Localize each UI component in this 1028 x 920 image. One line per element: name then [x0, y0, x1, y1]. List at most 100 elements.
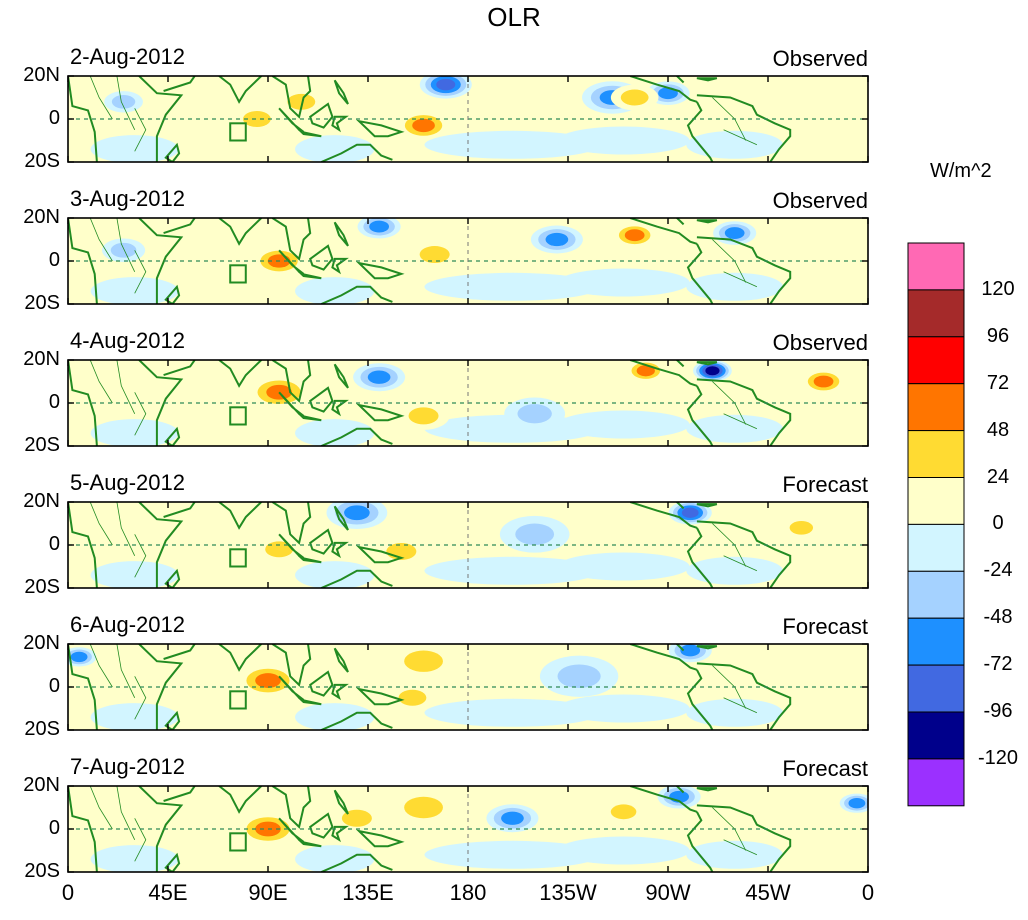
x-tick-label: 45E	[148, 880, 188, 905]
panel-type: Forecast	[782, 472, 868, 497]
coastline	[163, 218, 196, 235]
coastline	[68, 502, 98, 588]
colorbar-label: -96	[983, 700, 1013, 722]
country-border	[134, 108, 147, 152]
coastline	[68, 218, 98, 304]
coastline	[696, 520, 792, 588]
coastline	[696, 77, 718, 82]
y-tick-label: 20S	[24, 434, 60, 456]
coastline	[331, 399, 349, 417]
y-tick-label: 0	[48, 107, 60, 129]
coastline	[333, 647, 349, 673]
coastline	[355, 687, 405, 706]
anomaly-blob	[705, 366, 720, 376]
coastline	[668, 786, 685, 794]
x-tick-label: 90W	[645, 880, 691, 905]
country-border	[116, 76, 136, 130]
coastline	[309, 670, 334, 697]
country-border	[134, 250, 147, 294]
coastline	[686, 811, 714, 872]
coastline	[218, 360, 262, 388]
anomaly-blob	[680, 644, 701, 657]
colorbar-label: 120	[981, 277, 1015, 300]
colorbar-label: 24	[986, 465, 1010, 488]
coastline	[163, 786, 196, 802]
panel-type: Forecast	[782, 614, 868, 639]
colorbar-label: 72	[986, 371, 1010, 394]
anomaly-background-patch	[295, 703, 375, 730]
coastline	[696, 361, 718, 366]
colorbar-label: 48	[986, 418, 1010, 441]
country-border	[134, 392, 147, 436]
colorbar-label: -24	[983, 559, 1013, 582]
anomaly-background-patch	[686, 414, 784, 443]
coastline	[164, 710, 181, 730]
anomaly-background-patch	[557, 694, 690, 723]
anomaly-background-patch	[557, 410, 690, 439]
coastline	[68, 786, 98, 872]
coastline	[320, 285, 393, 304]
x-tick-label: 135E	[342, 880, 394, 905]
coastline	[333, 789, 349, 815]
colorbar-swatch	[907, 617, 965, 666]
coastline	[271, 218, 312, 261]
coastline	[297, 556, 322, 564]
coastline	[320, 711, 393, 730]
anomaly-background-patch	[295, 845, 375, 872]
coastline	[320, 143, 393, 162]
coastline	[138, 360, 184, 446]
anomaly-background-patch	[295, 419, 375, 446]
coastline	[629, 218, 698, 245]
coastline	[164, 426, 181, 446]
colorbar-swatch	[907, 523, 965, 572]
anomaly-blob	[110, 242, 137, 258]
coastline	[355, 119, 405, 138]
coastline	[668, 360, 685, 368]
y-tick-label: 0	[48, 675, 60, 697]
coastline	[309, 812, 334, 839]
panel-date: 7-Aug-2012	[70, 754, 185, 779]
anomaly-background-patch	[686, 556, 784, 585]
anomaly-blob	[367, 370, 391, 384]
anomaly-blob	[436, 78, 456, 91]
panel-4	[67, 643, 869, 731]
coastline	[696, 378, 792, 446]
anomaly-blob	[255, 673, 281, 688]
anomaly-background-patch	[557, 126, 690, 155]
y-tick-label: 20N	[23, 206, 60, 228]
coastline	[218, 218, 262, 246]
y-tick-label: 20N	[23, 64, 60, 86]
anomaly-background-patch	[90, 419, 179, 446]
country-border	[116, 786, 136, 840]
coastline	[331, 257, 349, 275]
target-region-box	[229, 548, 247, 568]
coastline	[138, 218, 184, 304]
anomaly-blob	[681, 507, 699, 518]
anomaly-background-patch	[90, 703, 179, 730]
y-tick-label: 0	[48, 533, 60, 555]
coastline	[271, 644, 312, 687]
y-tick-label: 20S	[24, 292, 60, 314]
country-border	[134, 534, 147, 578]
colorbar-swatch	[907, 289, 965, 338]
colorbar-swatch	[907, 477, 965, 525]
x-tick-label: 135W	[539, 880, 597, 905]
panel-date: 5-Aug-2012	[70, 470, 185, 495]
coastline	[686, 243, 714, 304]
coastline	[696, 236, 792, 304]
coastline	[138, 76, 184, 162]
panel-date: 2-Aug-2012	[70, 44, 185, 69]
coastline	[333, 221, 349, 247]
anomaly-background-patch	[686, 698, 784, 727]
coastline	[271, 360, 312, 403]
coastline	[686, 527, 714, 588]
country-border	[723, 555, 758, 572]
panel-date: 4-Aug-2012	[70, 328, 185, 353]
anomaly-background-patch	[557, 552, 690, 581]
coastline	[164, 568, 181, 588]
colorbar-swatch	[907, 430, 965, 479]
anomaly-blob	[341, 809, 372, 827]
coastline	[696, 219, 718, 224]
country-border	[89, 218, 113, 262]
